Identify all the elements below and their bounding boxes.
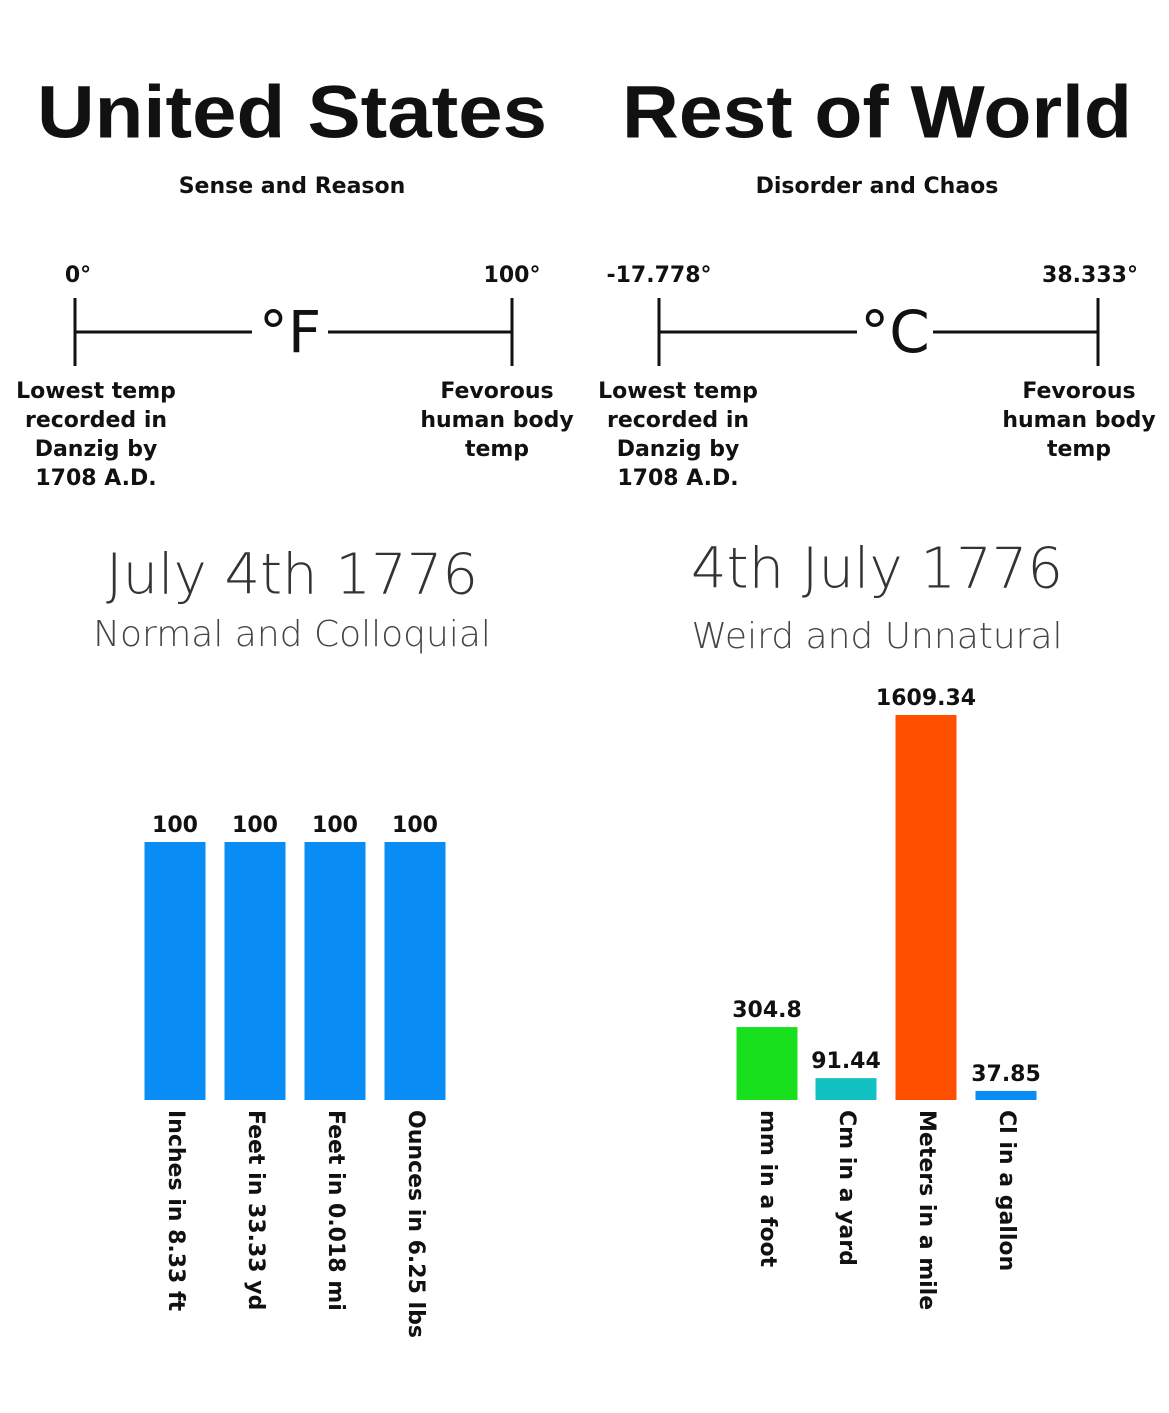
panel-subtitle: Disorder and Chaos: [756, 174, 999, 199]
bar: [304, 842, 366, 1100]
bar: [224, 842, 286, 1100]
category-label: Feet in 0.018 mi: [323, 1110, 348, 1311]
scale-note: recorded in: [607, 408, 749, 433]
bar: [975, 1090, 1037, 1100]
scale-unit: °F: [259, 298, 321, 366]
unit-backdrop: [252, 305, 328, 360]
chart-title: 4th July 1776: [691, 536, 1063, 601]
chart-subtitle: Weird and Unnatural: [691, 616, 1062, 657]
bar: [815, 1078, 877, 1100]
value-label: 304.8: [732, 998, 802, 1023]
category-label: Meters in a mile: [914, 1110, 939, 1310]
scale-note: Fevorous: [1022, 379, 1135, 404]
bar: [144, 842, 206, 1100]
value-label: 100: [232, 813, 278, 838]
scale-note: temp: [465, 437, 529, 462]
scale-note: temp: [1047, 437, 1111, 462]
panel-title: United States: [37, 71, 547, 154]
scale-note: 1708 A.D.: [35, 466, 156, 491]
scale-note: 1708 A.D.: [617, 466, 738, 491]
scale-note: Danzig by: [35, 437, 158, 462]
bar: [384, 842, 446, 1100]
chart-subtitle: Normal and Colloquial: [93, 614, 491, 655]
category-label: Ounces in 6.25 lbs: [403, 1110, 428, 1338]
scale-note: human body: [420, 408, 573, 433]
category-label: Feet in 33.33 yd: [243, 1110, 268, 1310]
scale-note: Lowest temp: [598, 379, 758, 404]
panel-subtitle: Sense and Reason: [179, 174, 406, 199]
scale-high: 38.333°: [1042, 263, 1138, 288]
scale-high: 100°: [484, 263, 541, 288]
scale-note: human body: [1002, 408, 1155, 433]
chart-title: July 4th 1776: [106, 542, 478, 607]
scale-note: recorded in: [25, 408, 167, 433]
scale-note: Danzig by: [617, 437, 740, 462]
category-label: Cl in a gallon: [994, 1110, 1019, 1271]
value-label: 100: [312, 813, 358, 838]
value-label: 1609.34: [876, 686, 976, 711]
bar: [895, 715, 957, 1100]
category-label: mm in a foot: [755, 1110, 780, 1268]
scale-note: Fevorous: [440, 379, 553, 404]
category-label: Inches in 8.33 ft: [163, 1110, 188, 1312]
value-label: 91.44: [811, 1049, 881, 1074]
scale-low: -17.778°: [606, 263, 711, 288]
value-label: 37.85: [971, 1062, 1041, 1087]
value-label: 100: [152, 813, 198, 838]
unit-backdrop: [857, 305, 933, 360]
category-label: Cm in a yard: [834, 1110, 859, 1266]
scale-low: 0°: [65, 263, 91, 288]
value-label: 100: [392, 813, 438, 838]
scale-note: Lowest temp: [16, 379, 176, 404]
panel-title: Rest of World: [622, 71, 1132, 154]
bar: [736, 1027, 798, 1100]
scale-unit: °C: [860, 298, 930, 366]
